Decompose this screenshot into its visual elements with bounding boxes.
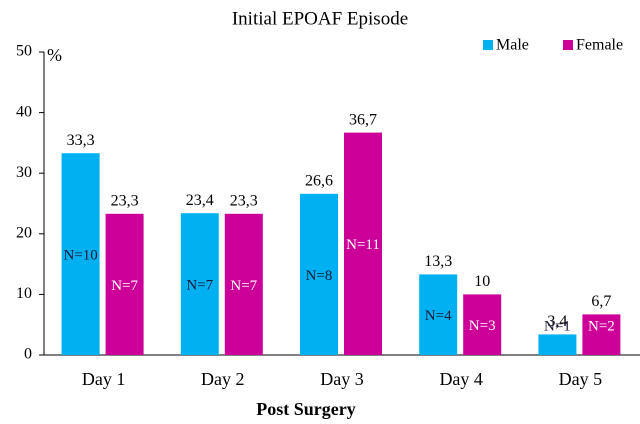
bar (582, 314, 621, 355)
value-label: 36,7 (349, 111, 377, 128)
legend-label: Male (496, 37, 529, 54)
n-label: N=2 (588, 318, 615, 334)
x-tick-label: Day 5 (559, 369, 603, 389)
n-label: N=11 (346, 237, 380, 253)
n-label: N=8 (306, 268, 333, 284)
bar (538, 334, 577, 355)
value-label: 3,4 (547, 313, 567, 330)
bar (61, 153, 100, 355)
value-label: 6,7 (591, 293, 611, 310)
legend-swatch (563, 40, 573, 50)
y-tick-label: 50 (16, 43, 32, 60)
y-tick-label: 0 (24, 346, 32, 363)
n-label: N=1 (544, 318, 571, 334)
n-label: N=4 (425, 308, 452, 324)
x-tick-label: Day 3 (320, 369, 364, 389)
n-label: N=3 (469, 318, 496, 334)
n-label: N=7 (230, 278, 257, 294)
x-tick-label: Day 2 (201, 369, 245, 389)
chart-title: Initial EPOAF Episode (232, 8, 408, 29)
n-label: N=10 (63, 248, 97, 264)
value-label: 33,3 (67, 132, 95, 149)
bar (344, 132, 382, 355)
value-label: 23,3 (230, 192, 258, 209)
bar (180, 213, 219, 355)
bar (463, 294, 502, 355)
x-tick-label: Day 1 (82, 369, 126, 389)
x-axis-label: Post Surgery (256, 399, 355, 419)
value-label: 10 (474, 273, 490, 290)
y-tick-label: 10 (16, 285, 32, 302)
y-tick-label: 20 (16, 224, 32, 241)
y-tick-label: 30 (16, 164, 32, 181)
value-label: 26,6 (305, 172, 333, 189)
y-tick-label: 40 (16, 103, 32, 120)
y-axis-label: % (47, 45, 62, 65)
x-tick-label: Day 4 (439, 369, 483, 389)
n-label: N=7 (186, 278, 213, 294)
value-label: 23,3 (111, 192, 139, 209)
n-label: N=7 (111, 278, 138, 294)
legend-label: Female (576, 37, 623, 54)
value-label: 23,4 (186, 192, 214, 209)
bar (224, 213, 263, 355)
value-label: 13,3 (424, 253, 452, 270)
bar (300, 193, 338, 355)
bar (419, 274, 458, 355)
bar (105, 213, 144, 355)
legend-swatch (483, 40, 493, 50)
